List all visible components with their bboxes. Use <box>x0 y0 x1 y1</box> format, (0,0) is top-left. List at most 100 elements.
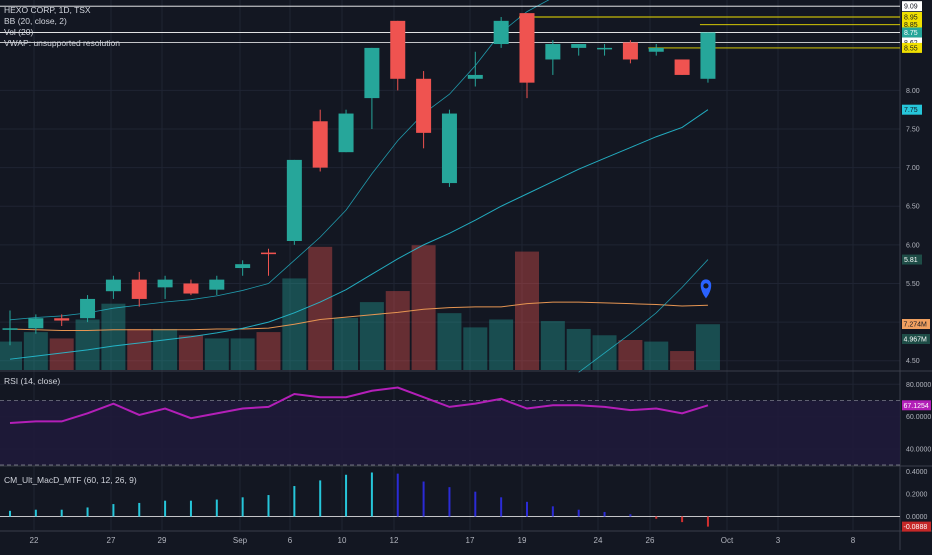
bb-basis-line <box>9 109 709 360</box>
volume-label-bg-1 <box>902 334 930 344</box>
time-label-5: 10 <box>338 536 347 545</box>
time-label-9: 24 <box>594 536 603 545</box>
candle-body-24 <box>622 42 638 60</box>
rsi-last-value: 67.1254 <box>904 403 929 410</box>
time-label-11: Oct <box>721 536 734 545</box>
bb-legend[interactable]: BB (20, close, 2) <box>4 16 67 26</box>
time-label-2: 29 <box>158 536 167 545</box>
volume-bar-9 <box>230 338 255 370</box>
volume-bar-12 <box>308 246 333 370</box>
macd-tick-1: 0.2000 <box>906 491 928 498</box>
vol-legend[interactable]: Vol (20) <box>4 27 34 37</box>
volume-bar-25 <box>644 341 669 370</box>
price-tick-0: 4.50 <box>906 358 920 365</box>
candle-body-1 <box>28 318 44 329</box>
time-label-3: Sep <box>233 536 248 545</box>
price-label-bg-4 <box>902 37 922 48</box>
time-label-7: 17 <box>466 536 475 545</box>
candle-body-20 <box>519 13 535 83</box>
time-label-4: 6 <box>288 536 293 545</box>
volume-label-0: 7.274M <box>904 322 928 329</box>
main-legend: HEXO CORP, 1D, TSX BB (20, close, 2) Vol… <box>4 5 120 49</box>
volume-bar-17 <box>437 313 462 370</box>
rsi-tick-0: 40.0000 <box>906 446 931 453</box>
macd-tick-2: 0.4000 <box>906 469 928 476</box>
volume-bar-24 <box>618 340 643 370</box>
candle-body-22 <box>571 44 587 48</box>
candle-body-21 <box>545 44 561 60</box>
rsi-legend[interactable]: RSI (14, close) <box>4 376 61 386</box>
volume-bar-6 <box>153 328 178 370</box>
time-label-6: 12 <box>390 536 399 545</box>
volume-bar-4 <box>101 303 126 370</box>
candle-body-9 <box>235 264 251 269</box>
volume-label-1: 4.967M <box>904 337 928 344</box>
volume-bar-26 <box>670 351 695 370</box>
candle-body-10 <box>261 252 276 255</box>
time-label-0: 22 <box>30 536 39 545</box>
location-marker-dot <box>703 283 709 289</box>
price-label-bg-7 <box>902 254 922 265</box>
vwap-legend[interactable]: VWAP: unsupported resolution <box>4 38 120 48</box>
price-label-5: 8.55 <box>904 45 918 52</box>
candle-body-18 <box>467 74 483 79</box>
candle-body-15 <box>390 20 406 79</box>
volume-bar-10 <box>256 332 281 370</box>
rsi-line <box>9 386 709 425</box>
macd-legend[interactable]: CM_Ult_MacD_MTF (60, 12, 26, 9) <box>4 475 137 485</box>
candle-body-26 <box>674 59 690 75</box>
volume-bar-15 <box>385 291 410 370</box>
price-label-bg-1 <box>902 11 922 22</box>
volume-bar-13 <box>334 317 359 370</box>
bb-upper-line <box>9 0 550 321</box>
candle-body-11 <box>286 159 302 242</box>
candle-body-27 <box>700 32 716 79</box>
symbol-title[interactable]: HEXO CORP, 1D, TSX <box>4 5 91 15</box>
price-label-bg-6 <box>902 104 922 115</box>
volume-bar-0 <box>0 341 22 370</box>
price-label-bg-3 <box>902 27 922 38</box>
price-tick-6: 7.50 <box>906 126 920 133</box>
candle-body-7 <box>183 283 199 294</box>
volume-bar-14 <box>359 302 384 370</box>
candle-body-23 <box>597 47 613 50</box>
price-label-1: 8.95 <box>904 14 918 21</box>
volume-ma-line <box>9 301 708 332</box>
volume-bar-22 <box>566 328 591 370</box>
price-label-bg-5 <box>902 42 922 53</box>
volume-bar-19 <box>489 319 514 370</box>
candle-body-13 <box>338 113 354 153</box>
candle-body-17 <box>441 113 457 184</box>
rsi-tick-1: 60.0000 <box>906 414 931 421</box>
price-label-bg-0 <box>902 1 922 12</box>
macd-tick-0: 0.0000 <box>906 514 928 521</box>
time-label-12: 3 <box>776 536 781 545</box>
volume-bar-21 <box>540 321 565 370</box>
time-label-1: 27 <box>107 536 116 545</box>
rsi-last-bg <box>902 400 931 411</box>
volume-bar-1 <box>23 332 48 370</box>
price-tick-7: 8.00 <box>906 88 920 95</box>
volume-bar-5 <box>127 328 152 370</box>
price-label-bg-2 <box>902 19 922 30</box>
candle-body-0 <box>2 328 18 330</box>
price-tick-2: 5.50 <box>906 281 920 288</box>
macd-last-bg <box>902 521 931 532</box>
volume-bar-27 <box>695 324 720 370</box>
location-marker-icon <box>700 279 712 299</box>
price-tick-5: 7.00 <box>906 165 920 172</box>
price-tick-4: 6.50 <box>906 204 920 211</box>
candle-body-3 <box>80 298 96 319</box>
price-label-3: 8.75 <box>904 30 918 37</box>
volume-bar-7 <box>178 335 203 370</box>
volume-bar-18 <box>463 327 488 370</box>
candle-body-12 <box>312 121 328 168</box>
candle-body-2 <box>54 318 70 321</box>
candle-body-6 <box>157 279 173 288</box>
candle-body-5 <box>131 279 147 299</box>
price-label-2: 8.85 <box>904 22 918 29</box>
candle-body-16 <box>416 78 432 133</box>
price-tick-3: 6.00 <box>906 242 920 249</box>
